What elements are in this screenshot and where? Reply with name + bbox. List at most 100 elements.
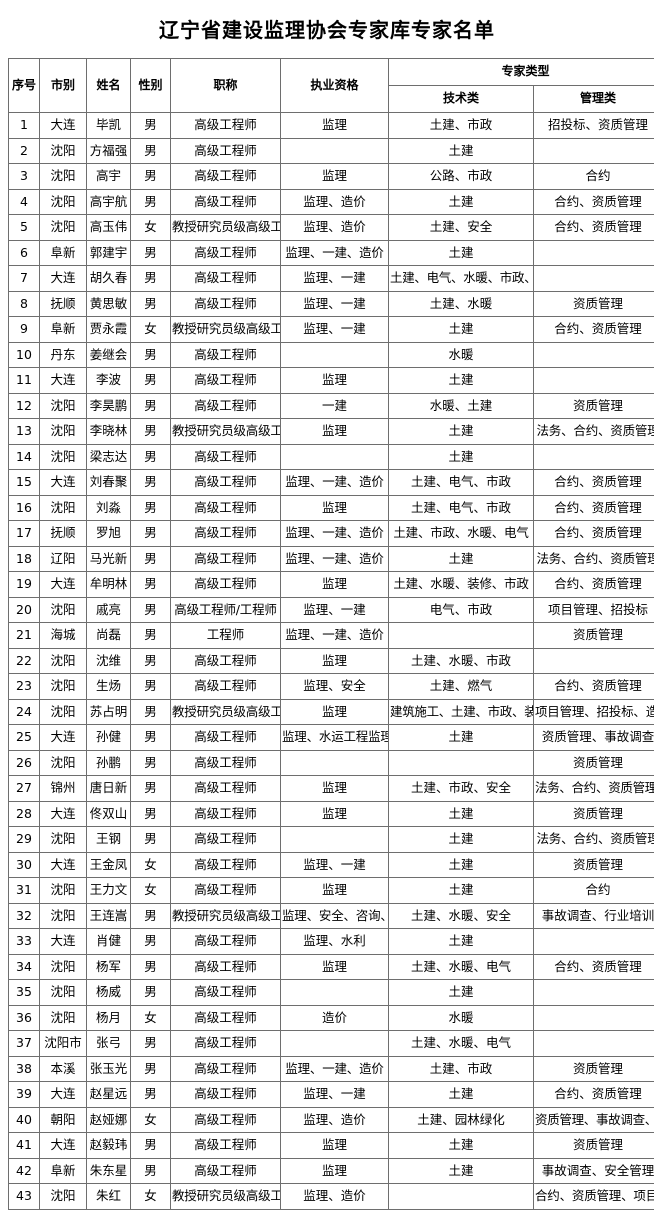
cell-name: 毕凯 (87, 113, 131, 139)
table-row: 32沈阳王连嵩男教授研究员级高级工程师监理、安全、咨询、设备土建、水暖、安全事故… (9, 903, 654, 929)
cell-technical: 土建 (389, 725, 534, 751)
cell-management: 资质管理、事故调查、造价咨询 (534, 1107, 654, 1133)
cell-gender: 男 (131, 138, 171, 164)
cell-title: 高级工程师 (171, 521, 281, 547)
cell-title: 高级工程师 (171, 725, 281, 751)
cell-index: 8 (9, 291, 40, 317)
table-row: 24沈阳苏占明男教授研究员级高级工程师监理建筑施工、土建、市政、装修、园林绿化项… (9, 699, 654, 725)
cell-index: 13 (9, 419, 40, 445)
cell-management (534, 648, 654, 674)
cell-qualification (281, 827, 389, 853)
cell-index: 20 (9, 597, 40, 623)
cell-qualification: 监理 (281, 878, 389, 904)
cell-qualification (281, 342, 389, 368)
cell-management (534, 444, 654, 470)
cell-title: 高级工程师 (171, 1133, 281, 1159)
cell-index: 14 (9, 444, 40, 470)
cell-title: 高级工程师 (171, 495, 281, 521)
cell-title: 高级工程师 (171, 776, 281, 802)
table-header: 序号 市别 姓名 性别 职称 执业资格 专家类型 技术类 管理类 (9, 59, 654, 113)
cell-city: 沈阳 (40, 495, 87, 521)
cell-qualification: 监理、一建、造价 (281, 240, 389, 266)
cell-title: 高级工程师 (171, 878, 281, 904)
cell-city: 沈阳 (40, 215, 87, 241)
cell-title: 高级工程师 (171, 113, 281, 139)
cell-title: 高级工程师 (171, 827, 281, 853)
cell-management (534, 1031, 654, 1057)
cell-management: 资质管理 (534, 750, 654, 776)
cell-city: 抚顺 (40, 521, 87, 547)
cell-technical: 土建、市政 (389, 1056, 534, 1082)
column-header-title: 职称 (171, 59, 281, 113)
cell-title: 高级工程师 (171, 750, 281, 776)
cell-qualification: 监理 (281, 1158, 389, 1184)
cell-index: 33 (9, 929, 40, 955)
cell-city: 辽阳 (40, 546, 87, 572)
cell-gender: 男 (131, 801, 171, 827)
cell-city: 本溪 (40, 1056, 87, 1082)
cell-qualification: 监理、安全、咨询、设备 (281, 903, 389, 929)
cell-gender: 男 (131, 189, 171, 215)
cell-title: 高级工程师 (171, 980, 281, 1006)
cell-technical: 土建 (389, 189, 534, 215)
cell-technical: 土建、水暖、电气 (389, 954, 534, 980)
cell-technical: 土建、园林绿化 (389, 1107, 534, 1133)
cell-technical: 土建 (389, 138, 534, 164)
cell-index: 27 (9, 776, 40, 802)
cell-city: 大连 (40, 368, 87, 394)
cell-management: 法务、合约、资质管理 (534, 827, 654, 853)
cell-city: 沈阳 (40, 954, 87, 980)
cell-management: 项目管理、招投标 (534, 597, 654, 623)
cell-name: 李晓林 (87, 419, 131, 445)
cell-gender: 女 (131, 1107, 171, 1133)
cell-title: 高级工程师 (171, 393, 281, 419)
cell-index: 40 (9, 1107, 40, 1133)
cell-technical: 土建 (389, 929, 534, 955)
cell-index: 4 (9, 189, 40, 215)
cell-name: 高宇 (87, 164, 131, 190)
cell-name: 肖健 (87, 929, 131, 955)
cell-name: 高宇航 (87, 189, 131, 215)
cell-technical: 土建 (389, 980, 534, 1006)
cell-name: 苏占明 (87, 699, 131, 725)
cell-city: 沈阳 (40, 1184, 87, 1210)
cell-qualification: 监理 (281, 954, 389, 980)
cell-index: 2 (9, 138, 40, 164)
column-header-gender: 性别 (131, 59, 171, 113)
cell-index: 25 (9, 725, 40, 751)
column-header-management: 管理类 (534, 86, 654, 113)
cell-technical: 土建、水暖、市政 (389, 648, 534, 674)
cell-qualification: 监理 (281, 164, 389, 190)
cell-management: 合约、资质管理 (534, 495, 654, 521)
cell-name: 刘淼 (87, 495, 131, 521)
cell-gender: 男 (131, 546, 171, 572)
cell-index: 22 (9, 648, 40, 674)
cell-title: 高级工程师 (171, 801, 281, 827)
cell-gender: 男 (131, 648, 171, 674)
cell-gender: 男 (131, 393, 171, 419)
cell-management: 合约 (534, 878, 654, 904)
cell-management: 法务、合约、资质管理 (534, 546, 654, 572)
cell-name: 戚亮 (87, 597, 131, 623)
cell-gender: 女 (131, 1005, 171, 1031)
cell-qualification: 监理、水运工程监理 (281, 725, 389, 751)
cell-gender: 男 (131, 113, 171, 139)
cell-technical: 土建 (389, 801, 534, 827)
cell-qualification: 监理 (281, 699, 389, 725)
cell-technical: 水暖 (389, 342, 534, 368)
cell-gender: 男 (131, 1158, 171, 1184)
cell-management: 合约、资质管理 (534, 521, 654, 547)
cell-gender: 男 (131, 903, 171, 929)
cell-name: 刘春聚 (87, 470, 131, 496)
cell-gender: 男 (131, 725, 171, 751)
cell-gender: 男 (131, 572, 171, 598)
cell-gender: 男 (131, 240, 171, 266)
